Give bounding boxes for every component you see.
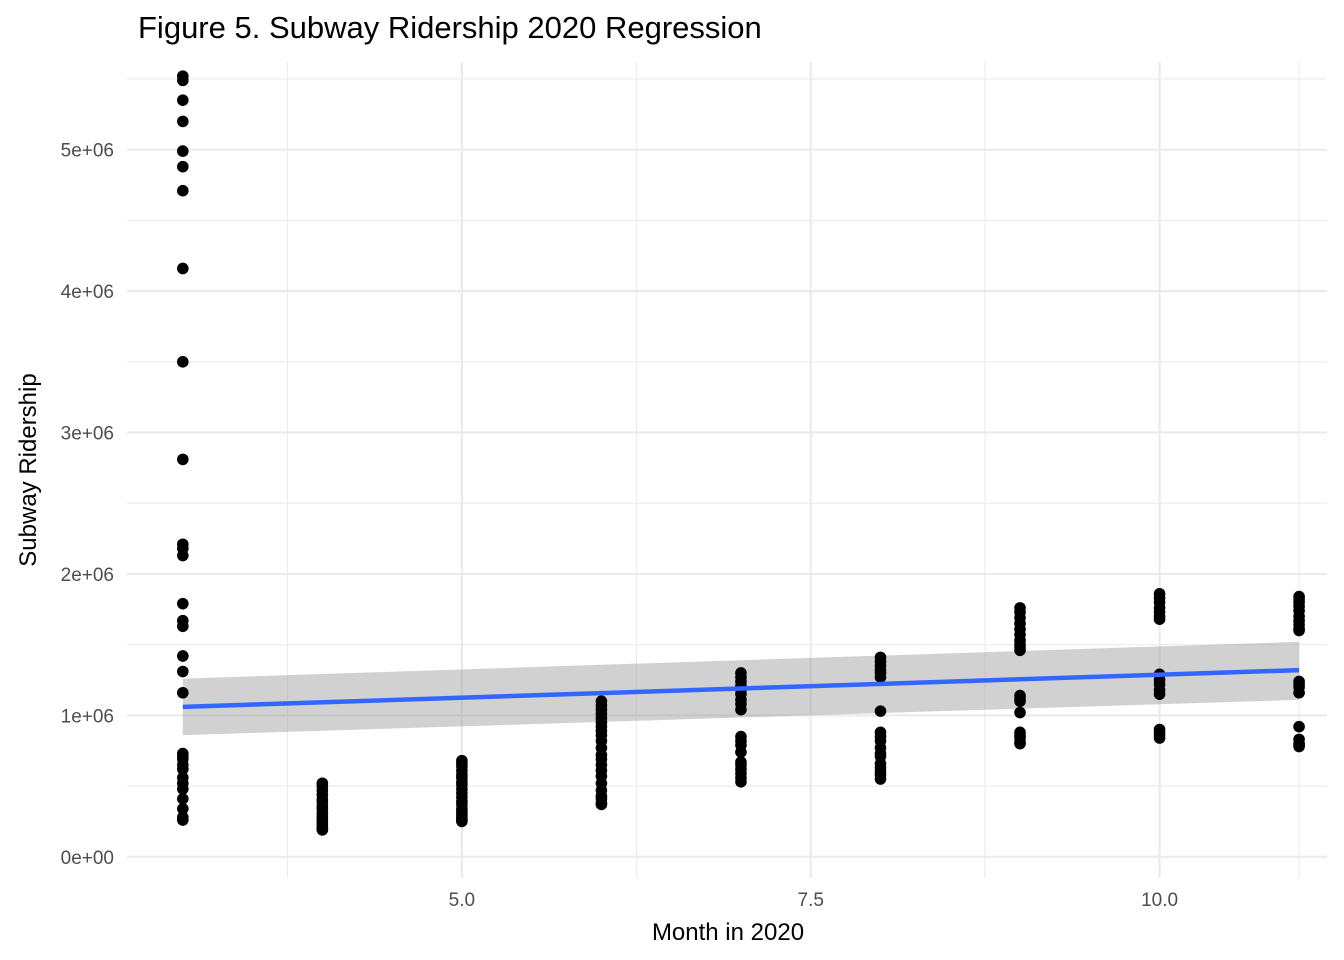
- data-point: [177, 802, 189, 815]
- x-tick-label: 7.5: [798, 890, 824, 911]
- y-axis-tick-labels: 0e+00 1e+06 2e+06 3e+06 4e+06 5e+06: [61, 141, 114, 869]
- data-point: [177, 783, 189, 795]
- data-point: [735, 703, 747, 716]
- data-point: [1153, 613, 1166, 625]
- y-tick-label: 2e+06: [61, 565, 114, 586]
- data-point: [177, 145, 189, 157]
- data-point: [177, 115, 189, 128]
- data-point: [874, 773, 887, 785]
- data-point: [316, 824, 329, 836]
- data-point: [874, 705, 887, 717]
- data-point: [177, 160, 189, 173]
- y-tick-label: 1e+06: [61, 706, 114, 727]
- data-point: [1293, 624, 1305, 637]
- regression-line: [182, 667, 1300, 710]
- y-tick-label: 5e+06: [61, 141, 114, 162]
- chart-title: Figure 5. Subway Ridership 2020 Regressi…: [138, 10, 762, 45]
- data-point: [177, 184, 189, 197]
- y-tick-label: 3e+06: [61, 424, 114, 445]
- data-point: [1293, 720, 1305, 733]
- data-point: [456, 815, 468, 828]
- data-point: [177, 763, 189, 775]
- data-point: [735, 746, 747, 758]
- data-point: [177, 356, 189, 368]
- data-point: [177, 549, 189, 562]
- data-point: [177, 814, 189, 826]
- x-axis-title: Month in 2020: [652, 919, 804, 946]
- data-point: [177, 597, 189, 610]
- data-point: [177, 650, 189, 662]
- data-point: [177, 686, 189, 699]
- data-point: [735, 776, 747, 788]
- data-point: [177, 793, 189, 805]
- data-point: [177, 94, 189, 106]
- grid: [127, 62, 1327, 878]
- data-point: [1014, 695, 1026, 708]
- x-tick-label: 5.0: [449, 890, 475, 911]
- data-point: [177, 665, 189, 678]
- data-point: [1153, 688, 1166, 700]
- data-point: [595, 798, 608, 811]
- data-point: [1293, 740, 1305, 753]
- data-point: [1293, 686, 1305, 699]
- data-point: [1014, 706, 1026, 719]
- data-point: [177, 262, 189, 275]
- data-points: [177, 70, 1305, 836]
- data-point: [1014, 737, 1026, 750]
- y-axis-title: Subway Ridership: [15, 373, 42, 566]
- x-axis-tick-labels: 5.0 7.5 10.0: [449, 890, 1178, 911]
- data-point: [177, 620, 189, 633]
- data-point: [874, 671, 887, 683]
- data-point: [177, 74, 189, 87]
- data-point: [177, 453, 189, 466]
- x-tick-label: 10.0: [1141, 890, 1178, 911]
- y-tick-label: 0e+00: [61, 848, 114, 869]
- data-point: [1014, 644, 1026, 657]
- y-tick-label: 4e+06: [61, 282, 114, 303]
- data-point: [1153, 732, 1166, 744]
